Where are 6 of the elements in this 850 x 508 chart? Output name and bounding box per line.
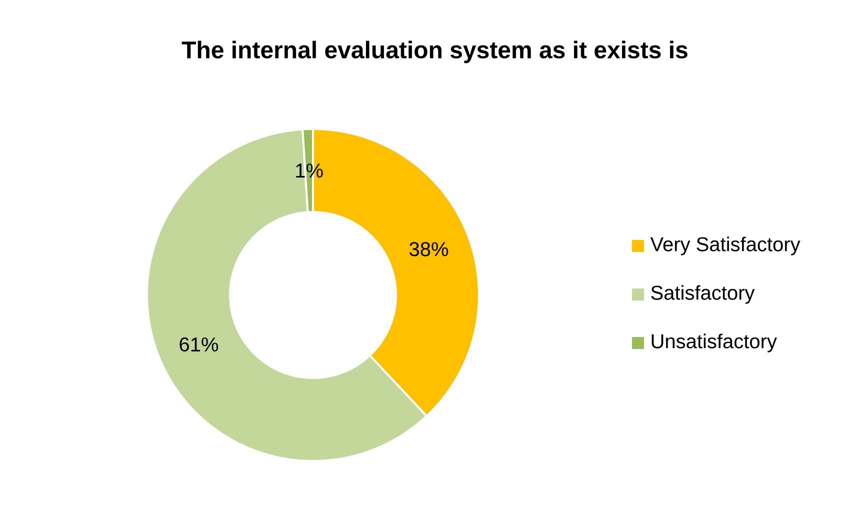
legend-label: Satisfactory — [651, 285, 755, 304]
legend-label: Unsatisfactory — [652, 334, 777, 352]
chart-title: The internal evaluation system as it exists is — [182, 40, 688, 64]
data-label: 38% — [410, 242, 448, 256]
data-label: 61% — [180, 337, 218, 352]
legend-label: Very Satisfactory — [650, 236, 800, 256]
